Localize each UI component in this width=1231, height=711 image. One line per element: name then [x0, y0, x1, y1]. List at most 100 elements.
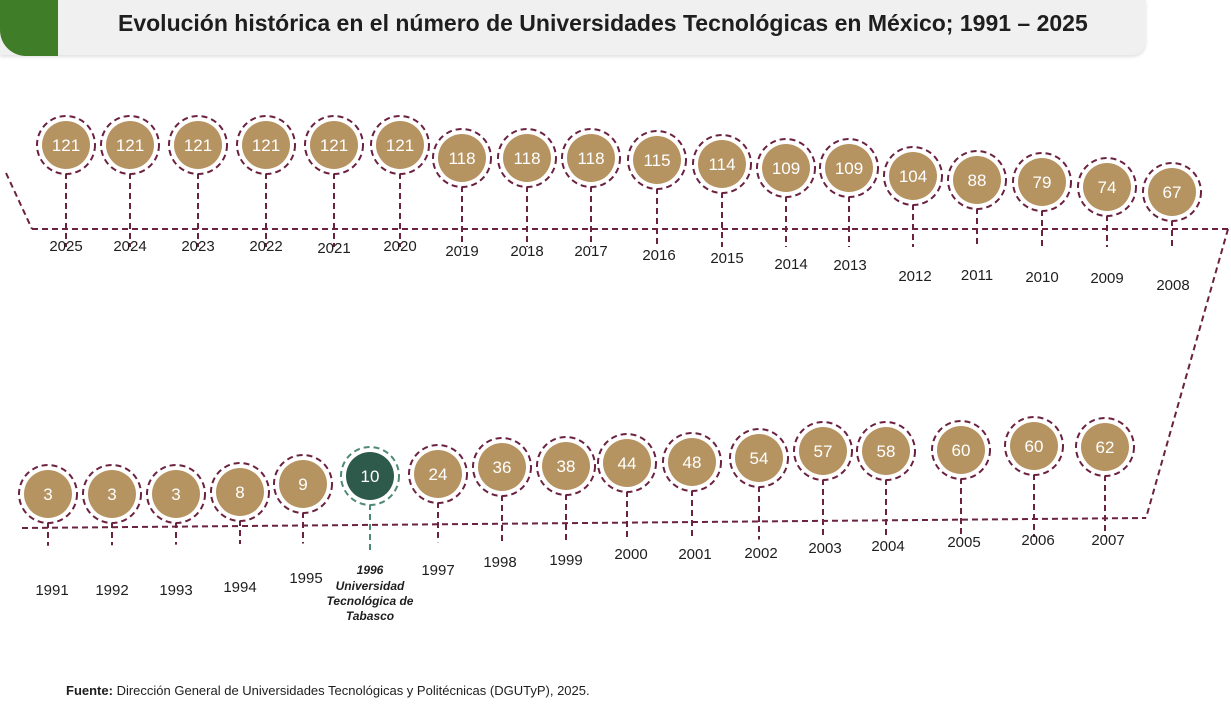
timeline-node-2019: 118 2019 — [432, 128, 492, 260]
node-note-line: Universidad — [336, 579, 405, 593]
node-year: 2015 — [710, 250, 743, 267]
node-year: 2000 — [614, 546, 647, 563]
timeline-node-2004: 58 2004 — [856, 421, 916, 555]
node-year: 2009 — [1090, 270, 1123, 287]
node-value: 67 — [1163, 183, 1182, 202]
node-circle — [414, 450, 462, 498]
timeline-node-2017: 118 2017 — [561, 128, 621, 260]
source-label: Fuente: — [66, 683, 113, 698]
path-bottom-line — [21, 517, 1147, 529]
node-circle — [862, 427, 910, 475]
node-circle — [735, 434, 783, 482]
node-circle — [542, 442, 590, 490]
timeline-node-2000: 44 2000 — [597, 433, 657, 563]
timeline-node-2013: 109 2013 — [819, 138, 879, 274]
node-year: 2019 — [445, 243, 478, 260]
node-year: 1997 — [421, 562, 454, 579]
timeline-node-2016: 115 2016 — [627, 130, 687, 264]
node-value: 10 — [361, 467, 380, 486]
timeline-node-2010: 79 2010 — [1012, 152, 1072, 286]
node-circle — [478, 443, 526, 491]
node-year: 1992 — [95, 582, 128, 599]
node-value: 38 — [557, 457, 576, 476]
timeline-node-2023: 121 2023 — [168, 115, 228, 255]
timeline-node-2006: 60 2006 — [1004, 416, 1064, 549]
timeline-node-2003: 57 2003 — [793, 421, 853, 557]
node-circle — [174, 121, 222, 169]
node-value: 8 — [235, 483, 244, 502]
node-year: 2003 — [808, 540, 841, 557]
node-year: 1999 — [549, 552, 582, 569]
node-circle — [668, 438, 716, 486]
path-connector — [1145, 228, 1229, 519]
node-circle — [799, 427, 847, 475]
node-circle — [346, 452, 394, 500]
node-value: 118 — [513, 149, 540, 168]
source-text: Dirección General de Universidades Tecno… — [112, 683, 590, 698]
timeline-node-2018: 118 2018 — [497, 128, 557, 260]
timeline-node-1999: 38 1999 — [536, 436, 596, 569]
node-note-line: Tabasco — [346, 609, 394, 623]
node-circle — [106, 121, 154, 169]
node-circle — [216, 468, 264, 516]
node-year: 2021 — [317, 240, 350, 257]
node-year: 2011 — [961, 267, 993, 284]
node-year: 2001 — [678, 546, 711, 563]
node-circle — [567, 134, 615, 182]
timeline-node-2005: 60 2005 — [931, 420, 991, 551]
node-circle — [438, 134, 486, 182]
node-year: 2008 — [1156, 277, 1189, 294]
node-year: 2020 — [383, 238, 416, 255]
node-circle — [1083, 163, 1131, 211]
node-year: 2005 — [947, 534, 980, 551]
node-year: 2025 — [49, 238, 82, 255]
node-value: 88 — [968, 171, 987, 190]
node-value: 57 — [814, 442, 833, 461]
node-value: 109 — [772, 159, 800, 178]
timeline-node-1998: 36 1998 — [472, 437, 532, 571]
node-value: 118 — [448, 149, 475, 168]
node-year: 2002 — [744, 545, 777, 562]
timeline-node-1991: 3 1991 — [18, 464, 78, 599]
node-value: 79 — [1033, 173, 1052, 192]
node-year: 1996 — [357, 563, 384, 577]
timeline-node-1993: 3 1993 — [146, 464, 206, 599]
node-circle — [1081, 423, 1129, 471]
node-year: 2006 — [1021, 532, 1054, 549]
node-year: 2018 — [510, 243, 543, 260]
node-year: 2013 — [833, 257, 866, 274]
node-circle — [953, 156, 1001, 204]
timeline-node-2007: 62 2007 — [1075, 417, 1135, 549]
node-value: 62 — [1096, 438, 1115, 457]
timeline-node-2008: 67 2008 — [1142, 162, 1202, 294]
timeline-node-2020: 121 2020 — [370, 115, 430, 255]
node-circle — [1010, 422, 1058, 470]
node-value: 60 — [952, 441, 971, 460]
node-circle — [42, 121, 90, 169]
node-year: 2016 — [642, 247, 675, 264]
header-bar — [0, 0, 1146, 55]
node-year: 2017 — [574, 243, 607, 260]
timeline-node-2001: 48 2001 — [662, 432, 722, 563]
node-year: 1998 — [483, 554, 516, 571]
node-value: 121 — [320, 136, 348, 155]
node-value: 3 — [107, 485, 116, 504]
timeline-node-2012: 104 2012 — [883, 146, 943, 285]
node-value: 115 — [643, 151, 670, 170]
node-circle — [24, 470, 72, 518]
node-circle — [889, 152, 937, 200]
node-circle — [937, 426, 985, 474]
timeline-node-1994: 8 1994 — [210, 462, 270, 596]
node-value: 9 — [298, 475, 307, 494]
node-value: 121 — [116, 136, 144, 155]
node-circle — [310, 121, 358, 169]
node-year: 1995 — [289, 570, 322, 587]
node-circle — [603, 439, 651, 487]
node-value: 74 — [1098, 178, 1117, 197]
node-value: 48 — [683, 453, 702, 472]
timeline-node-1997: 24 1997 — [408, 444, 468, 579]
node-value: 60 — [1025, 437, 1044, 456]
timeline-node-1995: 9 1995 — [273, 454, 333, 587]
